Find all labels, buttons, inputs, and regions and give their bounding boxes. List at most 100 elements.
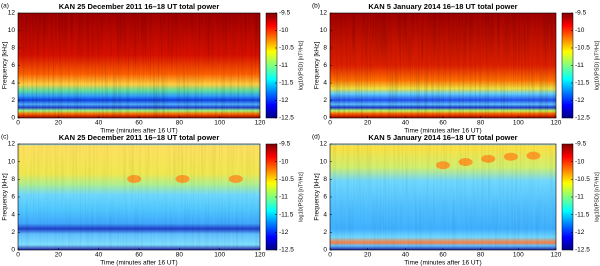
colorbar-tick-label: -10 (279, 158, 289, 165)
x-tick-label: 0 (16, 252, 20, 259)
panel: (b) KAN 5 January 2014 16–18 UT total pow… (312, 2, 600, 135)
colorbar-label: log10(PSD) [nT²/Hz] (594, 40, 600, 90)
x-tick-label: 20 (55, 120, 63, 127)
x-tick-label: 40 (402, 252, 410, 259)
x-axis-label: Time (minutes after 16 UT) (404, 128, 481, 135)
colorbar-tick-label: -12 (279, 97, 289, 104)
colorbar-tick-label: -9.5 (575, 10, 587, 17)
y-tick-label: 12 (8, 141, 16, 148)
colorbar-tick-label: -12 (575, 229, 585, 236)
panel-label: (c) (1, 134, 9, 141)
y-tick-label: 12 (8, 10, 16, 17)
colorbar-tick-label: -10.5 (575, 45, 590, 52)
y-axis-label: Frequency [kHz] (2, 42, 9, 90)
panel-label: (a) (1, 3, 9, 10)
colorbar-tick-label: -10 (279, 27, 289, 34)
y-axis-label: Frequency [kHz] (314, 173, 321, 221)
colorbar-tick-label: -12.5 (575, 247, 590, 254)
chart-title: KAN 25 December 2011 16–18 UT total powe… (59, 133, 220, 142)
x-tick-label: 40 (95, 120, 103, 127)
y-tick-label: 12 (320, 10, 328, 17)
x-tick-label: 80 (176, 252, 184, 259)
panel: (c) KAN 25 December 2011 16–18 UT total p… (1, 133, 304, 266)
x-tick-label: 60 (135, 252, 143, 259)
y-tick-label: 10 (8, 27, 16, 34)
y-tick-label: 12 (320, 141, 328, 148)
x-tick-label: 40 (402, 120, 410, 127)
colorbar-tick-label: -11.5 (279, 80, 294, 87)
spectrogram-texture (330, 144, 556, 250)
x-tick-label: 100 (513, 252, 524, 259)
chart-title: KAN 5 January 2014 16–18 UT total power (368, 133, 517, 142)
y-tick-label: 2 (11, 97, 15, 104)
y-tick-label: 8 (11, 176, 15, 183)
y-tick-label: 4 (323, 211, 327, 218)
y-tick-label: 4 (11, 211, 15, 218)
panel: (d) KAN 5 January 2014 16–18 UT total pow… (312, 133, 600, 266)
colorbar-tick-label: -12.5 (575, 115, 590, 122)
colorbar-tick-label: -10.5 (279, 45, 294, 52)
y-tick-label: 4 (323, 80, 327, 87)
y-tick-label: 6 (11, 62, 15, 69)
x-tick-label: 120 (551, 252, 562, 259)
x-axis-label: Time (minutes after 16 UT) (100, 128, 177, 135)
colorbar-tick-label: -11 (279, 194, 288, 201)
y-tick-label: 8 (323, 176, 327, 183)
colorbar-tick-label: -12.5 (279, 247, 294, 254)
x-tick-label: 60 (135, 120, 143, 127)
x-tick-label: 100 (214, 120, 225, 127)
spectrogram-texture (330, 13, 556, 118)
y-axis-label: Frequency [kHz] (314, 42, 321, 90)
panel-label: (b) (312, 3, 320, 10)
y-tick-label: 2 (323, 229, 327, 236)
panel: (a) KAN 25 December 2011 16–18 UT total p… (1, 2, 304, 135)
y-axis-label: Frequency [kHz] (2, 173, 9, 221)
colorbar-tick-label: -10.5 (279, 176, 294, 183)
x-tick-label: 120 (255, 252, 266, 259)
x-tick-label: 120 (551, 120, 562, 127)
y-tick-label: 2 (11, 229, 15, 236)
x-tick-label: 20 (55, 252, 63, 259)
colorbar-tick-label: -11 (279, 62, 288, 69)
y-tick-label: 0 (11, 115, 15, 122)
spectrogram-texture (18, 144, 260, 250)
y-tick-label: 6 (323, 194, 327, 201)
colorbar-tick-label: -11.5 (575, 80, 590, 87)
y-tick-label: 6 (323, 62, 327, 69)
x-tick-label: 0 (328, 120, 332, 127)
colorbar-tick-label: -12 (575, 97, 585, 104)
colorbar-tick-label: -12.5 (279, 115, 294, 122)
colorbar-tick-label: -10 (575, 27, 585, 34)
y-tick-label: 2 (323, 97, 327, 104)
y-tick-label: 0 (323, 115, 327, 122)
x-tick-label: 0 (328, 252, 332, 259)
x-tick-label: 60 (439, 120, 447, 127)
chart-title: KAN 25 December 2011 16–18 UT total powe… (59, 2, 220, 11)
y-tick-label: 6 (11, 194, 15, 201)
x-axis-label: Time (minutes after 16 UT) (100, 260, 177, 266)
colorbar-label: log10(PSD) [nT²/Hz] (298, 172, 304, 222)
colorbar-tick-label: -9.5 (279, 141, 291, 148)
chart-title: KAN 5 January 2014 16–18 UT total power (368, 2, 517, 11)
y-tick-label: 4 (11, 80, 15, 87)
colorbar-label: log10(PSD) [nT²/Hz] (594, 172, 600, 222)
colorbar-tick-label: -12 (279, 229, 289, 236)
x-tick-label: 80 (176, 120, 184, 127)
colorbar-tick-label: -11.5 (575, 211, 590, 218)
colorbar-tick-label: -11 (575, 62, 584, 69)
x-tick-label: 120 (255, 120, 266, 127)
colorbar-tick-label: -10.5 (575, 176, 590, 183)
x-tick-label: 20 (364, 120, 372, 127)
x-tick-label: 60 (439, 252, 447, 259)
x-tick-label: 80 (477, 120, 485, 127)
y-tick-label: 8 (323, 45, 327, 52)
y-tick-label: 0 (323, 247, 327, 254)
colorbar-tick-label: -11 (575, 194, 584, 201)
x-tick-label: 0 (16, 120, 20, 127)
spectrogram-texture (18, 13, 260, 118)
x-tick-label: 20 (364, 252, 372, 259)
colorbar-tick-label: -10 (575, 158, 585, 165)
x-axis-label: Time (minutes after 16 UT) (404, 260, 481, 266)
y-tick-label: 10 (320, 27, 328, 34)
